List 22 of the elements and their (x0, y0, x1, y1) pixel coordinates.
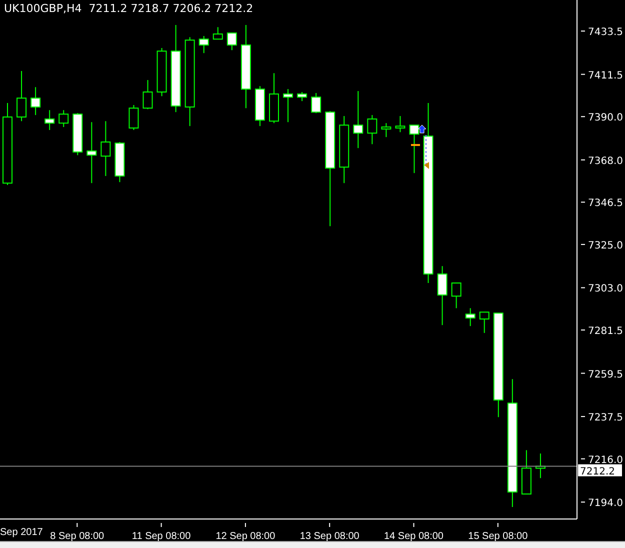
y-tick-label: 7259.5 (588, 369, 623, 380)
chart-title: UK100GBP,H4 7211.2 7218.7 7206.2 7212.2 (4, 2, 254, 15)
y-tick-label: 7237.5 (588, 412, 623, 424)
y-tick-label: 7281.5 (588, 326, 623, 338)
x-tick-label: 14 Sep 08:00 (384, 531, 444, 542)
y-tick-label: 7346.5 (588, 198, 623, 210)
y-tick-label: 7303.0 (588, 284, 623, 295)
y-tick-label: 7325.0 (588, 240, 623, 252)
y-tick-label: 7390.0 (588, 112, 623, 124)
candlestick (86, 122, 97, 184)
y-tick-label: 7433.5 (588, 27, 623, 38)
x-tick-label: 13 Sep 08:00 (300, 531, 360, 542)
text: Sep 2017 (0, 527, 43, 538)
x-tick-label: 15 Sep 08:00 (468, 531, 528, 542)
ref-line-label: 7212.2 (580, 466, 615, 478)
x-tick-label: 8 Sep 08:00 (50, 531, 105, 542)
x-tick-label: 11 Sep 08:00 (132, 531, 192, 542)
y-tick-label: 7216.0 (588, 454, 623, 466)
y-tick-label: 7194.0 (588, 498, 623, 510)
y-tick-label: 7411.5 (588, 70, 623, 82)
x-tick-label: 12 Sep 08:00 (216, 531, 276, 542)
y-tick-label: 7368.0 (588, 156, 623, 167)
